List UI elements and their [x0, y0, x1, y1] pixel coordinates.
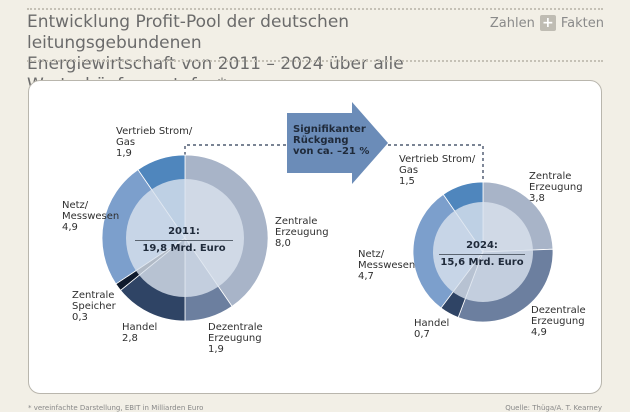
label-2011-vertrieb: Vertrieb Strom/Gas 1,9 — [116, 126, 193, 159]
pie-2011-center-disc — [126, 179, 244, 297]
center-2011: 2011: 19,8 Mrd. Euro — [135, 226, 233, 255]
arrow-line-2: Rückgang — [293, 135, 349, 146]
connector-left — [184, 144, 287, 155]
label-2024-dezentrale-erzeugung: Dezentrale Erzeugung 4,9 — [531, 305, 586, 338]
plus-icon: + — [539, 15, 556, 31]
label-2011-dezentrale-erzeugung: Dezentrale Erzeugung 1,9 — [208, 322, 263, 355]
label-2011-netz: Netz/Messwesen 4,9 — [62, 200, 120, 233]
title-line-1: Entwicklung Profit-Pool der deutschen le… — [27, 12, 350, 53]
label-2011-handel: Handel 2,8 — [122, 322, 158, 344]
label-2024-handel: Handel 0,7 — [414, 318, 450, 340]
label-2011-zentrale-erzeugung: Zentrale Erzeugung 8,0 — [275, 216, 329, 249]
label-2024-netz: Netz/Messwesen 4,7 — [358, 249, 416, 282]
center-2024-total: 15,6 Mrd. Euro — [440, 257, 524, 268]
center-2011-divider — [135, 240, 233, 241]
source-note: Quelle: Thüga/A. T. Kearney — [505, 404, 602, 412]
pie-2024 — [412, 181, 554, 323]
center-2024-divider — [439, 254, 525, 255]
label-2024-vertrieb: Vertrieb Strom/Gas 1,5 — [399, 154, 476, 187]
label-2024-zentrale-erzeugung: Zentrale Erzeugung 3,8 — [529, 171, 583, 204]
arrow-shape — [287, 102, 388, 184]
footnote: * vereinfachte Darstellung, EBIT in Mill… — [28, 404, 204, 412]
pie-2024-center-disc — [433, 202, 533, 302]
arrow-text: Signifikanter Rückgang von ca. –21 % — [293, 124, 369, 157]
arrow-line-1: Signifikanter — [293, 124, 366, 135]
title-divider — [27, 60, 603, 62]
center-2011-total: 19,8 Mrd. Euro — [142, 243, 226, 254]
arrow-line-3: von ca. –21 % — [293, 146, 370, 157]
top-divider — [27, 8, 603, 10]
pie-2011 — [101, 154, 269, 322]
center-2024: 2024: 15,6 Mrd. Euro — [439, 240, 525, 269]
brand-logo: Zahlen + Fakten — [490, 15, 604, 31]
brand-right-text: Fakten — [560, 15, 604, 31]
center-2011-year: 2011: — [168, 226, 200, 237]
decline-arrow — [287, 102, 388, 184]
label-2011-zentrale-speicher: Zentrale Speicher 0,3 — [72, 290, 116, 323]
brand-left-text: Zahlen — [489, 15, 535, 31]
connector-right — [388, 144, 484, 181]
center-2024-year: 2024: — [466, 240, 498, 251]
